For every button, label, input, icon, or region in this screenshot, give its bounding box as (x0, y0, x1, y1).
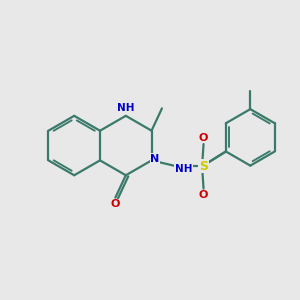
Text: NH: NH (117, 103, 135, 113)
Text: O: O (111, 199, 120, 209)
Text: O: O (199, 190, 208, 200)
Text: NH: NH (175, 164, 192, 174)
Text: S: S (199, 160, 208, 173)
Text: N: N (151, 154, 160, 164)
Text: O: O (199, 133, 208, 142)
